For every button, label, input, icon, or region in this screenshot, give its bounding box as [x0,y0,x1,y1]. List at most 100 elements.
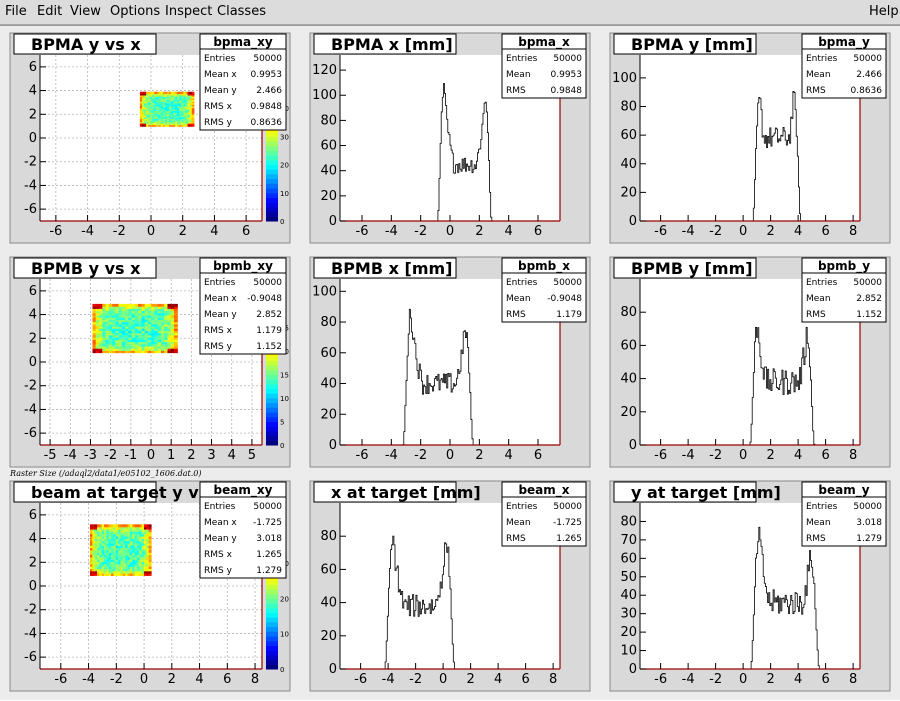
heatmap-cell [183,96,187,99]
heatmap-cell [164,325,169,329]
heatmap-cell [108,554,112,558]
heatmap-cell [179,121,182,124]
heatmap-cell [170,328,175,332]
heatmap-cell [134,321,139,325]
heatmap-cell [136,547,140,551]
heatmap-cell [160,102,164,105]
heatmap-cell [148,105,151,108]
heatmap-cell [125,573,129,576]
heatmap-cell [179,110,182,113]
heatmap-cell [171,98,174,101]
heatmap-cell [183,91,187,94]
heatmap-cell [118,332,123,336]
menu-classes[interactable]: Classes [217,4,266,19]
heatmap-cell [144,323,149,327]
heatmap-cell [89,531,93,535]
heatmap-cell [113,549,117,553]
heatmap-cell [92,339,97,343]
heatmap-cell [150,115,153,118]
heatmap-cell [102,330,107,334]
heatmap-cell [164,108,168,112]
heatmap-cell [175,99,178,102]
heatmap-cell [171,93,174,96]
heatmap-cell [105,325,110,329]
heatmap-cell [99,526,103,530]
heatmap-cell [143,547,147,551]
heatmap-cell [115,524,119,528]
heatmap-cell [152,119,156,123]
palette-cell [266,636,278,642]
title-box [613,33,757,55]
heatmap-cell [154,110,158,113]
heatmap-cell [139,559,143,563]
heatmap-cell [141,306,146,309]
palette-cell [266,426,278,432]
heatmap-cell [154,115,158,118]
stats-label: Entries [204,54,236,64]
heatmap-cell [154,303,159,307]
heatmap-cell [147,337,152,340]
heatmap-cell [171,119,174,123]
menu-edit[interactable]: Edit [37,4,63,19]
heatmap-cell [92,563,96,567]
heatmap-cell [191,91,195,94]
root-canvas[interactable]: Raster Size (/adaql2/data1/e05102_1606.d… [0,25,900,700]
heatmap-cell [105,308,110,312]
heatmap-cell [177,110,180,113]
heatmap-cell [158,91,162,94]
heatmap-cell [173,104,176,107]
heatmap-cell [139,535,143,539]
menu-help[interactable]: Help [869,4,899,19]
heatmap-cell [112,317,116,320]
heatmap-cell [92,524,96,528]
heatmap-cell [181,105,185,108]
heatmap-cell [179,98,182,101]
heatmap-cell [136,549,140,553]
heatmap-cell [120,563,124,567]
heatmap-cell [125,323,129,327]
heatmap-cell [134,549,138,553]
heatmap-cell [171,96,174,99]
heatmap-cell [185,115,189,118]
palette-cell [266,654,278,661]
heatmap-cell [122,556,126,560]
heatmap-cell [134,345,139,349]
heatmap-cell [134,308,139,312]
heatmap-cell [134,332,139,336]
heatmap-cell [136,535,140,539]
heatmap-cell [104,570,107,574]
stats-value: -1.725 [253,518,282,528]
heatmap-cell [164,332,169,336]
heatmap-cell [144,332,149,336]
heatmap-cell [112,343,116,347]
heatmap-cell [102,334,107,338]
heatmap-cell [113,542,117,546]
menu-options[interactable]: Options [110,4,161,19]
heatmap-cell [102,314,107,318]
heatmap-cell [187,118,191,121]
heatmap-cell [92,350,97,354]
heatmap-cell [173,107,176,110]
heatmap-cell [118,535,122,539]
heatmap-cell [89,547,93,551]
heatmap-cell [120,552,124,556]
heatmap-cell [129,573,133,576]
heatmap-cell [125,321,129,325]
heatmap-cell [141,110,145,113]
menu-view[interactable]: View [70,4,101,19]
stats-value: 0.8636 [251,118,283,128]
palette-cell [266,621,278,628]
heatmap-cell [144,314,149,318]
menu-inspect[interactable]: Inspect [165,4,213,19]
heatmap-cell [111,563,115,567]
heatmap-cell [152,124,156,127]
heatmap-cell [157,312,162,316]
heatmap-cell [154,328,159,332]
heatmap-cell [111,547,115,551]
menu-file[interactable]: File [5,4,27,19]
heatmap-cell [141,121,145,124]
heatmap-cell [102,310,107,314]
heatmap-cell [125,339,129,343]
heatmap-cell [164,94,168,98]
heatmap-cell [189,101,193,104]
